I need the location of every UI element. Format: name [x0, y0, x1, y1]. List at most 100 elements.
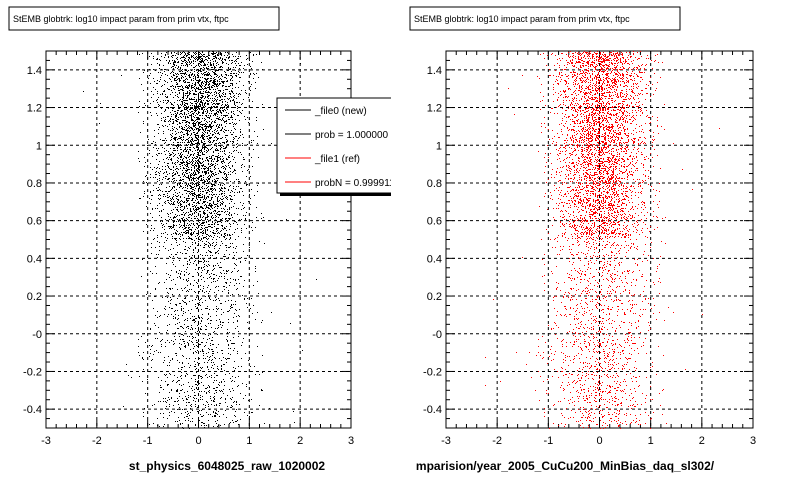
data-point: [237, 110, 238, 111]
data-point: [193, 224, 194, 225]
data-point: [220, 159, 221, 160]
data-point: [196, 165, 197, 166]
data-point: [220, 112, 221, 113]
data-point: [214, 204, 215, 205]
data-point: [213, 151, 214, 152]
data-point: [201, 163, 202, 164]
data-point: [167, 197, 168, 198]
data-point: [202, 128, 203, 129]
data-point: [157, 241, 158, 242]
data-point: [200, 329, 201, 330]
data-point: [198, 107, 199, 108]
data-point: [213, 397, 214, 398]
data-point: [205, 171, 206, 172]
data-point: [253, 73, 254, 74]
data-point: [202, 158, 203, 159]
data-point: [183, 187, 184, 188]
data-point: [184, 127, 185, 128]
data-point: [182, 170, 183, 171]
data-point: [227, 140, 228, 141]
y-tick-label: 0.8: [27, 178, 42, 190]
data-point: [225, 168, 226, 169]
data-point: [219, 119, 220, 120]
data-point: [174, 375, 175, 376]
data-point: [173, 178, 174, 179]
data-point: [242, 103, 243, 104]
data-point: [216, 252, 217, 253]
data-point: [229, 223, 230, 224]
data-point: [196, 198, 197, 199]
data-point: [195, 125, 196, 126]
data-point: [186, 402, 187, 403]
data-point: [177, 173, 178, 174]
data-point: [222, 151, 223, 152]
data-point: [216, 84, 217, 85]
data-point: [207, 75, 208, 76]
data-point: [186, 164, 187, 165]
data-point: [187, 86, 188, 87]
data-point: [203, 201, 204, 202]
data-point: [217, 197, 218, 198]
data-point: [171, 90, 172, 91]
data-point: [173, 175, 174, 176]
data-point: [175, 214, 176, 215]
data-point: [175, 138, 176, 139]
data-point: [257, 281, 258, 282]
data-point: [207, 214, 208, 215]
data-point: [207, 308, 208, 309]
data-point: [183, 356, 184, 357]
data-point: [202, 103, 203, 104]
data-point: [227, 159, 228, 160]
data-point: [203, 208, 204, 209]
data-point: [224, 109, 225, 110]
data-point: [212, 110, 213, 111]
data-point: [188, 85, 189, 86]
data-point: [176, 146, 177, 147]
data-point: [157, 179, 158, 180]
data-point: [184, 222, 185, 223]
data-point: [194, 86, 195, 87]
data-point: [194, 101, 195, 102]
data-point: [210, 203, 211, 204]
data-point: [230, 117, 231, 118]
data-point: [225, 137, 226, 138]
data-point: [217, 128, 218, 129]
data-point: [139, 101, 140, 102]
data-point: [152, 195, 153, 196]
data-point: [181, 186, 182, 187]
data-point: [210, 226, 211, 227]
data-point: [206, 116, 207, 117]
data-point: [198, 181, 199, 182]
data-point: [179, 238, 180, 239]
data-point: [185, 147, 186, 148]
data-point: [243, 99, 244, 100]
data-point: [218, 145, 219, 146]
data-point: [202, 197, 203, 198]
data-point: [229, 155, 230, 156]
data-point: [232, 143, 233, 144]
data-point: [185, 176, 186, 177]
data-point: [175, 95, 176, 96]
data-point: [189, 93, 190, 94]
data-point: [217, 414, 218, 415]
data-point: [222, 185, 223, 186]
data-point: [213, 269, 214, 270]
data-point: [174, 61, 175, 62]
data-point: [175, 154, 176, 155]
data-point: [147, 183, 148, 184]
data-point: [239, 65, 240, 66]
data-point: [226, 146, 227, 147]
data-point: [239, 219, 240, 220]
data-point: [212, 227, 213, 228]
data-point: [202, 82, 203, 83]
data-point: [195, 66, 196, 67]
data-point: [243, 244, 244, 245]
data-point: [154, 81, 155, 82]
data-point: [205, 219, 206, 220]
data-point: [187, 166, 188, 167]
data-point: [216, 311, 217, 312]
data-point: [191, 114, 192, 115]
data-point: [241, 228, 242, 229]
data-point: [217, 222, 218, 223]
data-point: [195, 76, 196, 77]
